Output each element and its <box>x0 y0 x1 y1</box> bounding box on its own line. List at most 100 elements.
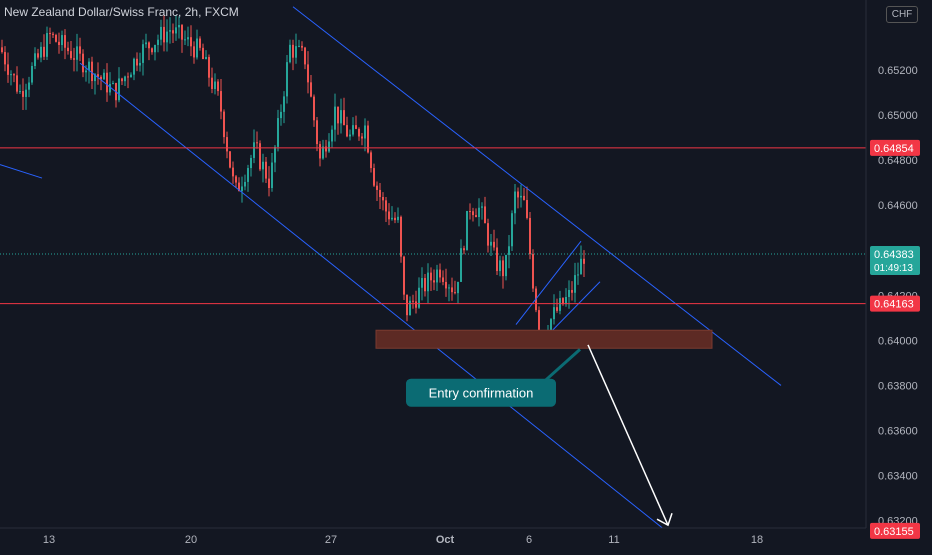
time-axis: 13 20 27 Oct 6 11 18 <box>0 527 866 550</box>
candle-body <box>145 42 147 45</box>
candle-body <box>439 269 441 278</box>
candle-body <box>559 298 561 311</box>
candle-body <box>61 35 63 45</box>
candle-body <box>247 168 249 182</box>
candle-body <box>301 45 303 48</box>
candle-body <box>160 26 162 40</box>
candle-body <box>88 61 90 71</box>
candle-body <box>256 142 258 144</box>
candle-body <box>403 256 405 295</box>
candle-body <box>22 91 24 97</box>
candle-body <box>208 57 210 78</box>
price-level-badge <box>870 139 920 156</box>
candle-body <box>349 134 351 137</box>
y-tick-label: 0.64600 <box>878 200 918 212</box>
candle-body <box>358 128 360 137</box>
channel-fragment-line <box>0 164 43 179</box>
candle-body <box>7 64 9 75</box>
candle-body <box>274 146 276 163</box>
candle-body <box>112 83 114 85</box>
candle-body <box>136 58 138 66</box>
candle-body <box>448 287 450 289</box>
candle-body <box>163 26 165 43</box>
current-price-badge <box>870 246 920 276</box>
candle-body <box>124 76 126 82</box>
callout-pointer <box>544 348 581 382</box>
candle-body <box>172 30 174 34</box>
candle-body <box>280 111 282 119</box>
candle-body <box>316 120 318 145</box>
x-tick-label: 20 <box>185 534 197 546</box>
candle-body <box>532 254 534 289</box>
channel-upper-line <box>292 6 782 386</box>
candle-body <box>367 125 369 153</box>
x-tick-label: 18 <box>751 534 763 546</box>
candle-body <box>289 44 291 63</box>
candle-body <box>67 47 69 52</box>
candle-body <box>526 200 528 218</box>
candle-body <box>394 217 396 221</box>
candle-body <box>304 47 306 65</box>
candle-body <box>91 61 93 82</box>
candle-body <box>340 110 342 124</box>
candle-body <box>193 46 195 58</box>
candle-body <box>175 27 177 34</box>
candle-body <box>523 195 525 201</box>
y-tick-label: 0.63400 <box>878 471 918 483</box>
y-tick-label: 0.63800 <box>878 380 918 392</box>
candle-body <box>376 185 378 190</box>
candle-body <box>73 58 75 60</box>
price-level-badge <box>870 522 920 539</box>
candle-body <box>334 106 336 130</box>
candle-body <box>487 223 489 246</box>
candle-body <box>352 125 354 135</box>
candle-body <box>4 52 6 65</box>
candle-body <box>397 216 399 221</box>
candle-body <box>214 81 216 89</box>
candle-body <box>337 106 339 124</box>
symbol-title: New Zealand Dollar/Swiss Franc, 2h, FXCM <box>4 5 239 19</box>
candle-body <box>466 211 468 251</box>
candle-body <box>307 64 309 83</box>
candle-body <box>556 307 558 311</box>
candle-body <box>493 241 495 248</box>
candle-body <box>40 46 42 58</box>
candle-body <box>277 118 279 147</box>
y-tick-label: 0.63600 <box>878 426 918 438</box>
candle-body <box>499 260 501 272</box>
candle-body <box>220 91 222 112</box>
price-level-label: 0.63155 <box>874 526 914 538</box>
candle-body <box>265 161 267 179</box>
price-level-label: 0.64163 <box>874 299 914 311</box>
candle-body <box>361 136 363 139</box>
currency-badge[interactable]: CHF <box>886 6 918 23</box>
candle-body <box>133 58 135 75</box>
candle-body <box>43 46 45 57</box>
projection-arrow <box>587 344 669 526</box>
x-tick-label: 13 <box>43 534 55 546</box>
candle-body <box>388 211 390 220</box>
y-tick-label: 0.64800 <box>878 155 918 167</box>
candle-body <box>238 182 240 192</box>
candle-body <box>151 48 153 53</box>
candle-body <box>64 35 66 48</box>
candle-body <box>118 78 120 101</box>
candle-body <box>31 66 33 83</box>
candle-body <box>505 254 507 277</box>
candle-body <box>415 301 417 308</box>
candle-body <box>517 191 519 198</box>
candle-body <box>253 142 255 158</box>
candle-body <box>514 191 516 214</box>
candle-body <box>268 178 270 189</box>
candle-body <box>262 161 264 170</box>
candle-body <box>406 294 408 316</box>
candle-body <box>529 217 531 255</box>
candle-body <box>445 281 447 289</box>
candle-body <box>1 47 3 53</box>
y-tick-label: 0.65200 <box>878 65 918 77</box>
candle-body <box>283 96 285 112</box>
candle-body <box>241 186 243 192</box>
candle-body <box>187 37 189 40</box>
